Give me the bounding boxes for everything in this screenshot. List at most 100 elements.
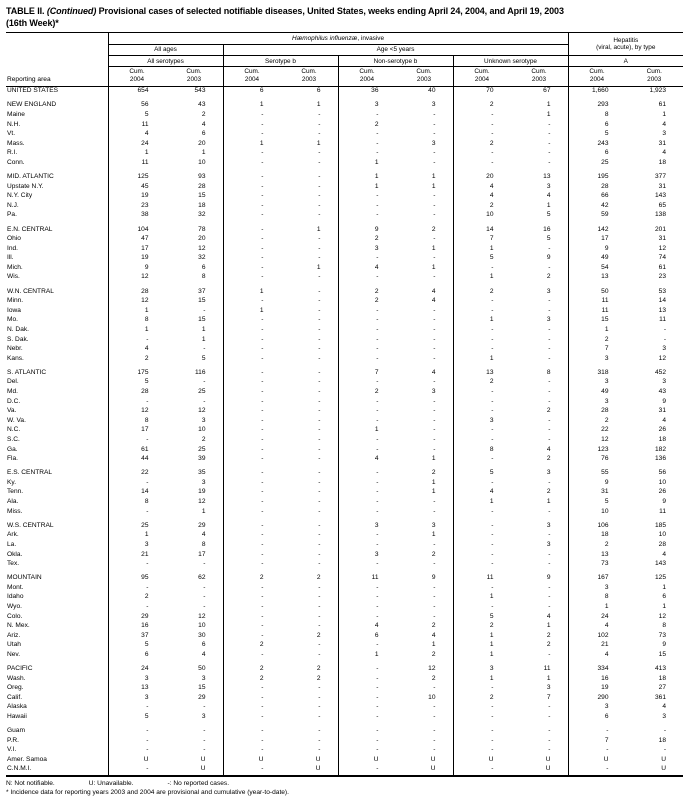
value-cell: 19 [567,683,626,694]
value-cell: 4 [337,621,396,632]
value-cell: U [430,755,436,763]
table-row: W.S. CENTRAL 25 29 - - 3 3 - 3 106 185 [6,516,683,531]
footnotes: N: Not notifiable. U: Unavailable. -: No… [6,779,683,797]
value-cell: 334 [567,660,626,675]
value-cell: - [318,560,321,568]
value-cell: - [222,354,281,364]
value-cell: - [433,149,436,157]
value-cell: 7 [546,693,551,701]
value-cell: - [337,693,396,703]
value-cell: - [222,416,281,426]
table-row: Del. 5 - - - - - 2 - 3 3 [6,378,683,388]
value-cell: 28 [567,406,626,417]
value-cell: - [337,745,396,756]
value-cell: - [222,120,281,130]
value-cell: - [222,540,281,551]
value-cell: - [107,765,166,777]
value-cell: - [433,746,436,754]
value-cell: - [337,507,396,517]
value-cell: 3 [546,469,551,477]
cum-year-header: Cum. 2004 [107,66,166,87]
table-row: S.C. - 2 - - - - - - 12 18 [6,435,683,446]
value-cell: - [433,354,436,362]
value-cell: 11 [452,569,511,584]
value-cell: 4 [452,191,511,202]
value-cell: - [107,745,166,756]
value-cell: 243 [567,139,626,149]
table-row: Wyo. - - - - - - - - 1 1 [6,602,683,613]
value-cell: - [548,397,551,405]
value-cell: 377 [655,173,667,181]
value-cell: - [337,559,396,570]
value-cell: - [107,703,166,713]
value-cell: 16 [567,674,626,684]
value-cell: 1 [431,531,436,539]
reporting-area-cell: E.S. CENTRAL [7,469,53,477]
value-cell: 3 [452,416,511,426]
value-cell: U [625,765,684,777]
reporting-area-cell: C.N.M.I. [6,765,108,777]
reporting-area-cell: Oreg. [7,684,24,692]
value-cell: 12 [658,612,667,620]
value-cell: 3 [567,397,626,407]
value-cell: - [222,234,281,245]
value-cell: 11 [107,158,166,169]
value-cell: - [548,120,551,128]
value-cell: 136 [655,455,667,463]
value-cell: 1 [431,173,436,181]
value-cell: - [222,454,281,465]
value-cell: 44 [107,454,166,465]
value-cell: 3 [337,244,396,254]
reporting-area-cell: Colo. [7,612,23,620]
table-row: Maine 5 2 - - - - - 1 8 1 [6,110,683,121]
value-cell: - [222,445,281,455]
value-cell: 27 [658,684,667,692]
value-cell: 4 [546,445,551,453]
value-cell: - [548,345,551,353]
table-row: Va. 12 12 - - - - - 2 28 31 [6,406,683,417]
value-cell: 4 [201,531,206,539]
value-cell: U [510,765,568,777]
value-cell: 6 [567,148,626,159]
value-cell: 9 [567,478,626,489]
value-cell: 42 [567,201,626,211]
value-cell: - [452,559,511,570]
value-cell: - [107,736,166,746]
value-cell: - [318,583,321,591]
cum-year-header: Cum. 2004 [567,66,626,87]
value-cell: U [280,765,338,777]
value-cell: - [318,354,321,362]
value-cell: 1 [452,631,511,641]
table-row: Ky. - 3 - - - 1 - - 9 10 [6,478,683,489]
value-cell: - [452,435,511,446]
value-cell: 26 [658,488,667,496]
table-row: PACIFIC 24 50 2 2 - 12 3 11 334 413 [6,660,683,675]
value-cell: 3 [201,674,206,682]
value-cell: 4 [567,650,626,661]
value-cell: - [433,703,436,711]
value-cell: - [548,139,551,147]
value-cell: 4 [431,631,436,639]
table-row: Amer. Samoa U U U U U U U U U U [6,755,683,766]
reporting-area-cell: N.H. [7,120,21,128]
value-cell: 7 [567,344,626,355]
value-cell: 1 [431,182,436,190]
value-cell: 9 [431,574,436,582]
value-cell: - [452,387,511,398]
table-row: UNITED STATES 654 543 6 6 36 40 70 67 1,660 1,923 [6,86,683,97]
value-cell: - [318,110,321,118]
value-cell: 6 [337,631,396,641]
value-cell: - [318,746,321,754]
table-row: Hawaii 5 3 - - - - - - 6 3 [6,712,683,723]
value-cell: 12 [428,665,436,673]
reporting-area-cell: Ala. [7,498,19,505]
value-cell: - [318,703,321,711]
reporting-area-cell: N.C. [7,426,21,434]
value-cell: - [222,397,281,407]
value-cell: - [222,602,281,613]
value-cell: - [337,540,396,551]
value-cell: - [452,425,511,436]
header-row-groups: Reporting area Hæmophilus influenzæ, inv… [6,32,684,87]
value-cell: - [318,469,321,477]
value-cell: 8 [201,273,206,281]
